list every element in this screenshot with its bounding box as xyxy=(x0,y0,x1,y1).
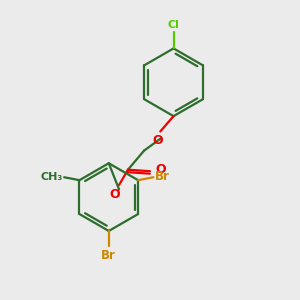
Text: O: O xyxy=(110,188,120,201)
Text: Br: Br xyxy=(155,170,170,183)
Text: Cl: Cl xyxy=(168,20,179,30)
Text: O: O xyxy=(155,163,166,176)
Text: Br: Br xyxy=(101,249,116,262)
Text: CH₃: CH₃ xyxy=(40,172,62,182)
Text: O: O xyxy=(153,134,163,147)
